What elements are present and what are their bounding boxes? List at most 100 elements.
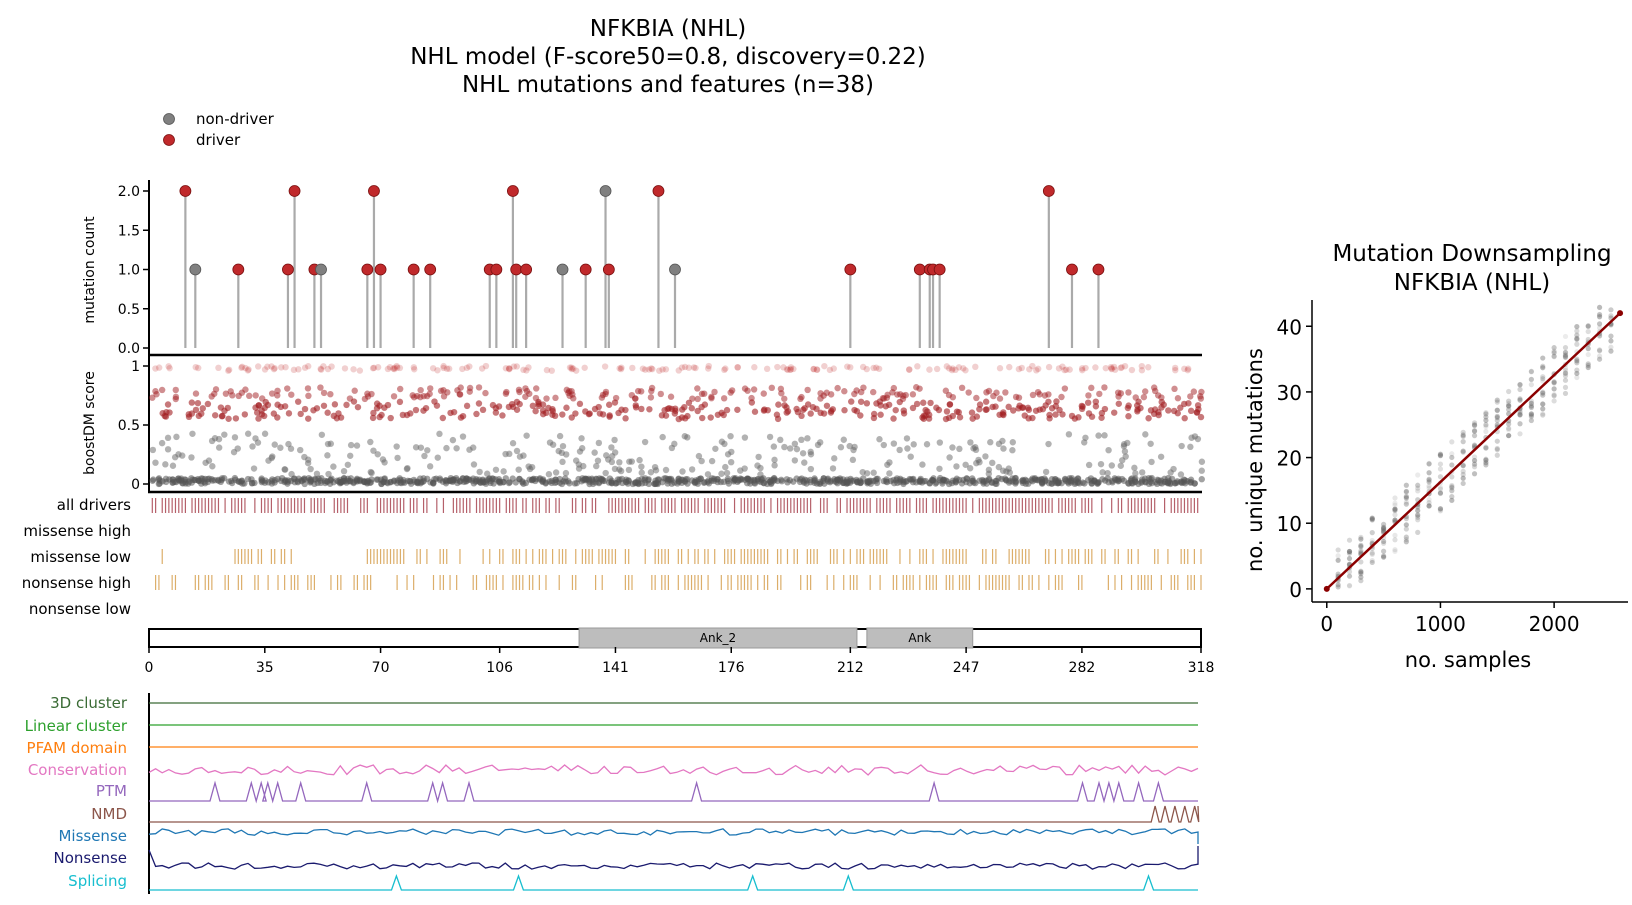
x-tick-label: 318 xyxy=(1188,660,1215,676)
boostdm-point xyxy=(1125,389,1132,396)
ds-point xyxy=(1596,321,1603,327)
boostdm-point xyxy=(426,463,434,470)
ds-point xyxy=(1551,354,1557,360)
boostdm-point xyxy=(616,459,623,466)
boostdm-point xyxy=(830,365,837,372)
boostdm-point xyxy=(224,404,231,412)
boostdm-point xyxy=(1198,467,1205,474)
boostdm-point xyxy=(817,439,824,446)
boostdm-point xyxy=(662,412,670,419)
boostdm-point xyxy=(543,395,550,402)
needle-ylabel: mutation count xyxy=(82,216,98,324)
boostdm-point xyxy=(456,391,463,398)
boostdm-point xyxy=(943,408,951,415)
boostdm-point xyxy=(318,431,326,438)
ds-point xyxy=(1608,344,1614,350)
boostdm-point xyxy=(1121,362,1129,370)
ds-fit-start-point xyxy=(1323,585,1330,592)
boostdm-point xyxy=(1078,365,1086,372)
ds-fit-end-point xyxy=(1617,310,1624,317)
boostdm-point xyxy=(890,440,898,447)
boostdm-point xyxy=(543,366,551,374)
boostdm-point xyxy=(886,470,893,477)
boostdm-point xyxy=(720,395,728,402)
boostdm-point xyxy=(443,444,450,452)
boostdm-point xyxy=(1111,366,1119,373)
boostdm-point xyxy=(287,445,295,452)
ds-point xyxy=(1517,382,1523,388)
boostdm-point xyxy=(599,411,607,418)
boostdm-point xyxy=(417,444,425,451)
boostdm-point xyxy=(576,400,584,408)
boostdm-point xyxy=(948,366,956,374)
boostdm-point xyxy=(473,410,480,418)
ds-point xyxy=(1574,360,1580,366)
boostdm-point xyxy=(1117,390,1125,397)
x-tick-label: 70 xyxy=(372,660,390,676)
ds-point xyxy=(1392,506,1398,512)
boostdm-point xyxy=(949,365,956,372)
boostdm-point xyxy=(737,475,744,482)
boostdm-point xyxy=(636,456,643,464)
boostdm-point xyxy=(800,406,807,413)
ds-point xyxy=(1562,349,1569,356)
boostdm-point xyxy=(727,458,735,466)
boostdm-point xyxy=(914,363,921,370)
ds-point xyxy=(1403,526,1409,532)
boostdm-point xyxy=(318,366,325,373)
ds-point xyxy=(1585,364,1591,371)
domain-label: Ank xyxy=(908,631,931,645)
needle-non-driver-point xyxy=(599,185,612,197)
boostdm-point xyxy=(1092,403,1100,410)
boostdm-point xyxy=(685,364,692,371)
boostdm-point xyxy=(890,415,897,422)
boostdm-point xyxy=(581,364,588,371)
ds-point xyxy=(1335,557,1341,563)
boostdm-point xyxy=(955,364,963,371)
ds-point xyxy=(1596,356,1603,362)
boostdm-point xyxy=(880,441,887,449)
ds-point xyxy=(1426,503,1432,509)
legend-driver-label: driver xyxy=(196,131,241,149)
boostdm-point xyxy=(775,401,782,408)
boostdm-point xyxy=(532,407,539,415)
boostdm-y-tick-label: 1 xyxy=(131,359,140,375)
boostdm-point xyxy=(649,365,656,373)
boostdm-point xyxy=(1085,392,1092,399)
boostdm-point xyxy=(790,365,797,373)
boostdm-point xyxy=(688,466,696,473)
ds-point xyxy=(1369,550,1375,556)
boostdm-point xyxy=(884,391,891,399)
boostdm-point xyxy=(956,445,963,453)
boostdm-point xyxy=(1079,366,1086,374)
needle-y-tick-label: 0.0 xyxy=(118,341,140,357)
boostdm-point xyxy=(799,450,807,457)
boostdm-point xyxy=(926,366,933,373)
boostdm-point xyxy=(1104,469,1111,477)
ds-point xyxy=(1517,397,1523,403)
boostdm-point xyxy=(320,389,328,397)
ds-point xyxy=(1381,554,1387,560)
ds-point xyxy=(1381,524,1387,530)
boostdm-point xyxy=(566,364,574,371)
boostdm-point xyxy=(1005,403,1012,411)
ds-point xyxy=(1506,401,1512,407)
boostdm-point xyxy=(906,366,913,373)
ds-point xyxy=(1506,388,1512,395)
boostdm-point xyxy=(889,389,896,396)
boostdm-point xyxy=(734,364,741,371)
needle-driver-point xyxy=(407,263,420,276)
boostdm-point xyxy=(1160,401,1167,408)
boostdm-point xyxy=(307,465,314,473)
feature-tracks: 3D cluster Linear cluster PFAM domain Conse… xyxy=(25,693,1200,894)
ds-point xyxy=(1471,428,1478,434)
track-label-missense-high: missense high xyxy=(23,522,131,540)
boostdm-point xyxy=(645,366,653,373)
boostdm-point xyxy=(659,366,666,373)
ds-x-tick-label: 1000 xyxy=(1415,612,1466,636)
ds-point xyxy=(1528,403,1534,409)
boostdm-point xyxy=(955,409,962,416)
boostdm-point xyxy=(158,386,166,394)
boostdm-point xyxy=(343,401,350,409)
